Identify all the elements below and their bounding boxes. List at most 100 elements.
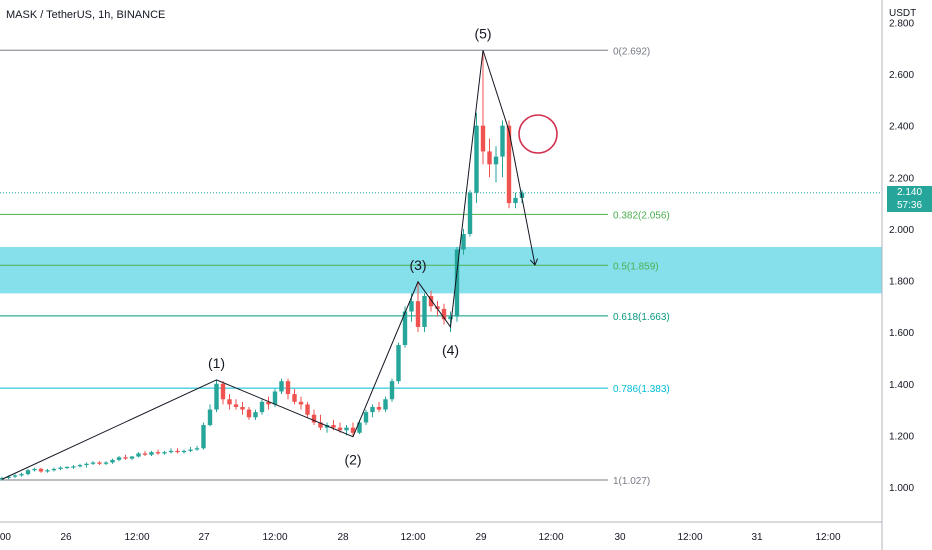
- candle: [480, 50, 486, 165]
- candle: [428, 290, 434, 312]
- candle: [214, 379, 219, 413]
- candle: [0, 476, 5, 481]
- candle-body: [142, 453, 148, 455]
- candle-body: [480, 125, 486, 152]
- candle-body: [233, 404, 239, 407]
- candle-body: [123, 457, 128, 459]
- price-tick-label: 2.600: [889, 70, 914, 81]
- price-tick-label: 1.400: [889, 380, 914, 391]
- candle: [506, 120, 512, 209]
- candle: [168, 448, 174, 454]
- candle-body: [311, 414, 317, 423]
- candle-body: [266, 401, 271, 405]
- candle: [493, 146, 499, 183]
- bar-countdown: 57:36: [887, 198, 932, 212]
- candle: [220, 381, 226, 405]
- candle-body: [253, 412, 258, 418]
- time-tick-label: 12:00: [677, 532, 702, 543]
- candle: [441, 303, 447, 325]
- candle-body: [292, 394, 297, 402]
- candle: [194, 445, 200, 451]
- fib-level-label: 0(2.692): [613, 46, 650, 57]
- candle-body: [500, 125, 505, 157]
- currency-unit: USDT: [889, 8, 917, 19]
- candle: [84, 462, 89, 468]
- candle: [454, 246, 460, 322]
- price-tick-label: 1.600: [889, 328, 914, 339]
- elliott-wave-drawing: (1) (2) (3) (4) (5): [1, 25, 558, 480]
- candle: [259, 399, 265, 415]
- candle: [155, 449, 161, 455]
- time-tick-label: 12:00: [815, 532, 840, 543]
- candle-body: [259, 401, 265, 413]
- candle-body: [305, 404, 310, 415]
- candle-body: [422, 295, 427, 327]
- candle-body: [168, 450, 174, 453]
- candle: [45, 468, 50, 473]
- candle: [162, 450, 167, 455]
- candle: [396, 342, 401, 384]
- candle-body: [214, 383, 219, 410]
- chart-title: MASK / TetherUS, 1h, BINANCE: [6, 9, 166, 21]
- time-tick-label: 26: [60, 532, 72, 543]
- candle-body: [396, 345, 401, 382]
- wave-label: (4): [442, 342, 459, 358]
- time-tick-label: 12:00: [538, 532, 563, 543]
- last-price-tag: 2.140: [887, 185, 932, 199]
- fib-level-label: 1(1.027): [613, 476, 650, 487]
- candle: [110, 458, 115, 464]
- candle: [116, 456, 122, 462]
- candle-body: [370, 406, 375, 413]
- candle-body: [461, 234, 466, 250]
- candle-body: [25, 470, 31, 475]
- candle: [240, 401, 245, 415]
- time-tick-label: 31: [751, 532, 763, 543]
- fib-level-label: 0.618(1.663): [613, 312, 670, 323]
- candle: [285, 378, 291, 400]
- highlight-circle: [518, 114, 558, 154]
- candle: [32, 467, 37, 472]
- candle-body: [493, 156, 499, 165]
- candle: [188, 446, 193, 453]
- candle-body: [201, 425, 206, 449]
- candle-body: [32, 468, 37, 471]
- candle-body: [90, 462, 96, 464]
- candle: [467, 190, 473, 237]
- candle: [97, 461, 102, 466]
- time-tick-label: 12:00: [124, 532, 149, 543]
- wave-label: (2): [344, 452, 361, 468]
- price-tick-label: 2.400: [889, 122, 914, 133]
- time-tick-label: 28: [337, 532, 349, 543]
- candle: [12, 474, 18, 478]
- candle-body: [363, 412, 369, 423]
- support-zone-layer: [0, 246, 882, 294]
- candle-body: [77, 465, 83, 467]
- support-zone: [0, 246, 882, 294]
- candle-body: [331, 425, 336, 428]
- candle: [363, 409, 369, 426]
- candle-body: [149, 452, 154, 455]
- candle-body: [409, 301, 414, 312]
- candle-body: [454, 249, 460, 317]
- arrow-head: [529, 258, 539, 266]
- candle-body: [272, 391, 278, 405]
- candle-body: [64, 466, 70, 469]
- candle: [350, 422, 356, 437]
- price-axis: 1.000 1.200 1.400 1.600 1.800 2.000 2.200 2.400…: [881, 0, 914, 550]
- candle: [448, 311, 453, 333]
- fib-level-label: 0.786(1.383): [613, 384, 670, 395]
- candle-body: [448, 316, 453, 320]
- candle: [389, 378, 395, 402]
- candle-body: [12, 475, 18, 477]
- candle-body: [240, 406, 245, 410]
- candle: [227, 394, 232, 410]
- candle: [305, 401, 310, 418]
- candle-body: [220, 383, 226, 400]
- candle: [279, 378, 284, 395]
- price-tick-label: 1.000: [889, 483, 914, 494]
- candle-body: [285, 381, 291, 395]
- candle: [90, 461, 96, 466]
- candle-body: [246, 409, 252, 418]
- fibonacci-levels: 0(2.692) 0.382(2.056) 0.5(1.859) 0.618(1.66…: [0, 46, 882, 487]
